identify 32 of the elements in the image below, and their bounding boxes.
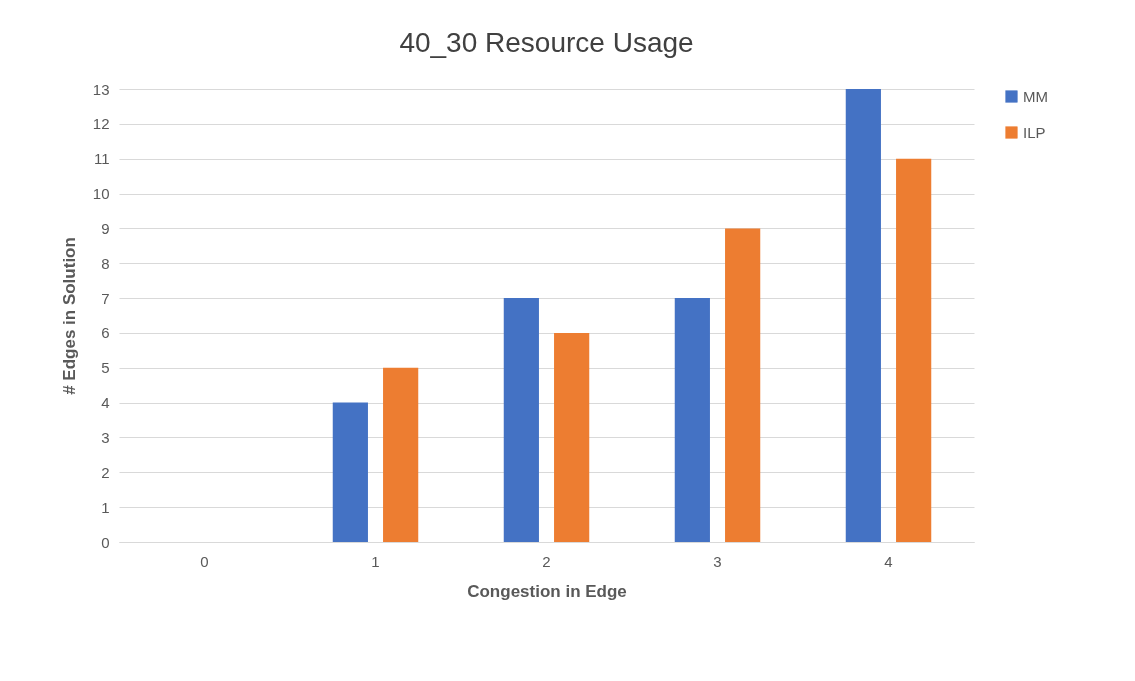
y-tick-label: 6 <box>101 324 110 342</box>
bar <box>383 367 419 542</box>
bar <box>845 89 881 542</box>
y-tick-label: 0 <box>101 533 110 551</box>
chart-title: 40_30 Resource Usage <box>399 27 694 58</box>
y-tick-label: 10 <box>92 185 110 203</box>
y-tick-label: 2 <box>101 463 110 481</box>
y-tick-label: 11 <box>93 150 110 168</box>
y-tick-label: 7 <box>101 289 110 307</box>
y-tick-label: 1 <box>101 498 110 516</box>
bar <box>503 298 539 542</box>
bar <box>554 332 590 542</box>
bar <box>332 402 368 542</box>
x-axis-title: Congestion in Edge <box>467 581 627 601</box>
y-tick-label: 5 <box>101 359 110 377</box>
x-tick-label: 4 <box>884 552 893 570</box>
bar <box>674 298 710 542</box>
bar <box>896 158 932 542</box>
y-axis-title: # Edges in Solution <box>59 237 79 395</box>
y-tick-label: 13 <box>92 80 110 98</box>
legend-label: ILP <box>1023 123 1046 141</box>
y-tick-label: 4 <box>101 394 110 412</box>
legend-label: MM <box>1023 87 1048 105</box>
y-tick-label: 9 <box>101 219 110 237</box>
x-tick-label: 0 <box>200 552 209 570</box>
x-tick-label: 1 <box>371 552 380 570</box>
bar <box>725 228 761 542</box>
y-tick-label: 8 <box>101 254 110 272</box>
x-tick-label: 3 <box>713 552 722 570</box>
y-tick-label: 3 <box>101 428 110 446</box>
x-tick-label: 2 <box>542 552 551 570</box>
y-tick-label: 12 <box>92 115 110 133</box>
